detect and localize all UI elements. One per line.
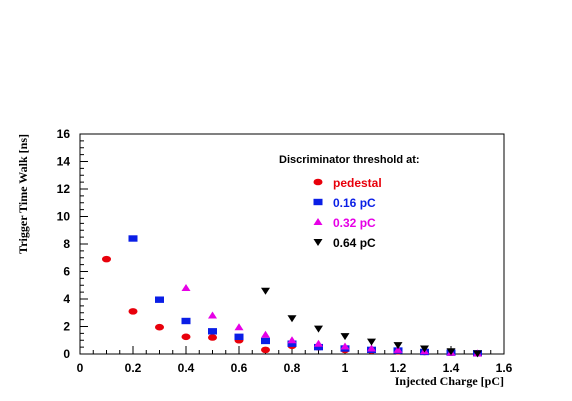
y-tick-label: 12 <box>57 182 71 196</box>
data-point <box>314 339 323 347</box>
legend-marker <box>313 239 323 246</box>
data-point <box>420 345 429 353</box>
legend-marker <box>313 198 323 206</box>
series-2 <box>181 284 482 357</box>
data-point <box>181 333 191 341</box>
y-tick-label: 16 <box>57 127 71 141</box>
data-point <box>261 287 270 295</box>
data-point <box>314 325 323 333</box>
data-point <box>128 235 138 242</box>
data-marks <box>102 235 482 358</box>
x-tick-label: 0 <box>77 361 84 375</box>
x-tick-label: 0.6 <box>231 361 248 375</box>
series-1 <box>128 235 482 357</box>
data-point <box>446 348 456 356</box>
data-point <box>340 333 350 341</box>
y-tick-label: 8 <box>63 237 70 251</box>
x-tick-label: 1.4 <box>443 361 460 375</box>
legend-label: 0.64 pC <box>333 236 376 250</box>
data-point <box>393 345 403 353</box>
data-point <box>261 330 270 338</box>
data-point <box>261 337 270 345</box>
data-point <box>473 350 482 358</box>
data-point <box>393 342 403 350</box>
data-point <box>234 333 244 341</box>
data-point <box>234 323 244 331</box>
data-point <box>314 343 323 351</box>
data-point <box>367 344 376 352</box>
data-point <box>287 340 297 347</box>
data-point <box>181 317 191 325</box>
x-tick-label: 1 <box>342 361 349 375</box>
x-tick-label: 1.6 <box>496 361 513 375</box>
axes: 0 0.2 0.4 0.6 0.8 1 1.2 1.4 1.6 0 2 4 6 8 10 12 14 16 Inje… <box>16 127 513 388</box>
data-point <box>181 284 191 291</box>
y-tick-label: 6 <box>63 265 70 279</box>
y-tick-label: 14 <box>57 155 71 169</box>
x-tick-label: 0.4 <box>178 361 195 375</box>
legend-marker <box>313 218 323 225</box>
series-3 <box>261 287 482 358</box>
data-point <box>128 308 138 315</box>
x-tick-label: 1.2 <box>390 361 407 375</box>
legend: Discriminator threshold at: pedestal 0.16 … <box>279 154 420 250</box>
data-point <box>155 323 164 331</box>
data-point <box>287 336 297 344</box>
data-point <box>287 315 297 323</box>
y-tick-label: 4 <box>63 292 70 306</box>
data-point <box>208 311 217 319</box>
data-point <box>340 342 350 350</box>
data-point <box>208 328 217 335</box>
y-tick-label: 2 <box>63 320 70 334</box>
y-tick-label: 10 <box>57 210 71 224</box>
data-point <box>155 296 164 303</box>
x-tick-label: 0.8 <box>284 361 301 375</box>
data-point <box>261 346 270 354</box>
x-axis-title: Injected Charge [pC] <box>395 374 504 388</box>
legend-label: pedestal <box>333 176 382 190</box>
data-point <box>367 338 376 346</box>
legend-label: 0.32 pC <box>333 216 376 230</box>
y-tick-label: 0 <box>63 347 70 361</box>
data-point <box>208 334 217 341</box>
legend-label: 0.16 pC <box>333 196 376 210</box>
data-point <box>102 255 111 263</box>
legend-title: Discriminator threshold at: <box>279 154 420 166</box>
legend-marker <box>313 178 323 186</box>
x-tick-label: 0.2 <box>125 361 142 375</box>
y-axis-title: Trigger Time Walk [ns] <box>16 134 30 254</box>
